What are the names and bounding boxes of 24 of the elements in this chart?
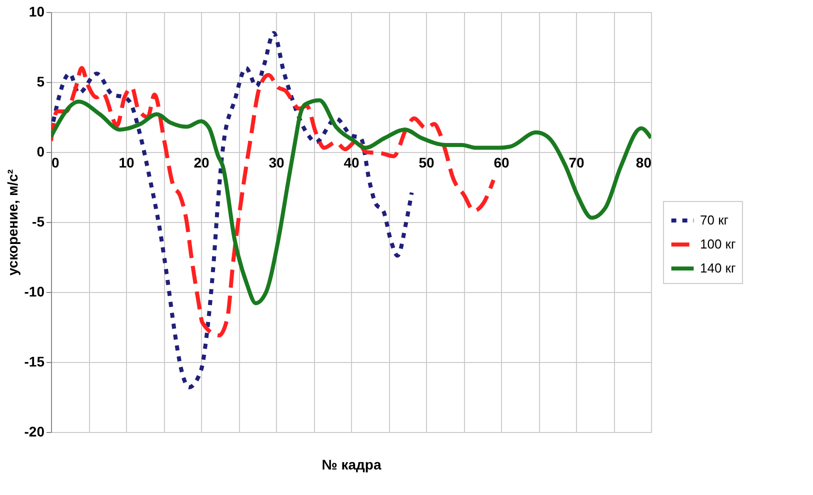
y-tick-label: -5 xyxy=(32,214,45,230)
legend-label: 70 кг xyxy=(700,212,729,228)
line-series xyxy=(51,66,496,338)
legend-label: 100 кг xyxy=(700,236,736,252)
x-tick-label: 80 xyxy=(636,154,652,170)
x-tick-label: 30 xyxy=(268,154,284,170)
x-tick-label: 0 xyxy=(52,154,60,170)
x-tick-label: 50 xyxy=(418,154,434,170)
y-tick-label: 0 xyxy=(36,144,45,160)
x-tick-label: 40 xyxy=(344,154,360,170)
y-tick-label: -10 xyxy=(24,284,45,300)
x-tick-label: 70 xyxy=(568,154,584,170)
y-tick-label: -20 xyxy=(24,424,45,440)
x-tick-label: 10 xyxy=(118,154,134,170)
x-tick-label: 20 xyxy=(194,154,210,170)
x-axis-title: № кадра xyxy=(322,456,382,472)
line-series xyxy=(51,31,414,390)
y-tick-label: 5 xyxy=(36,74,45,90)
y-tick-label: 10 xyxy=(28,4,45,20)
line-series xyxy=(51,98,651,306)
legend-label: 140 кг xyxy=(700,260,736,276)
y-tick-label: -15 xyxy=(24,354,45,370)
x-tick-label: 60 xyxy=(494,154,510,170)
y-axis-title: ускорение, м/с² xyxy=(4,169,20,276)
